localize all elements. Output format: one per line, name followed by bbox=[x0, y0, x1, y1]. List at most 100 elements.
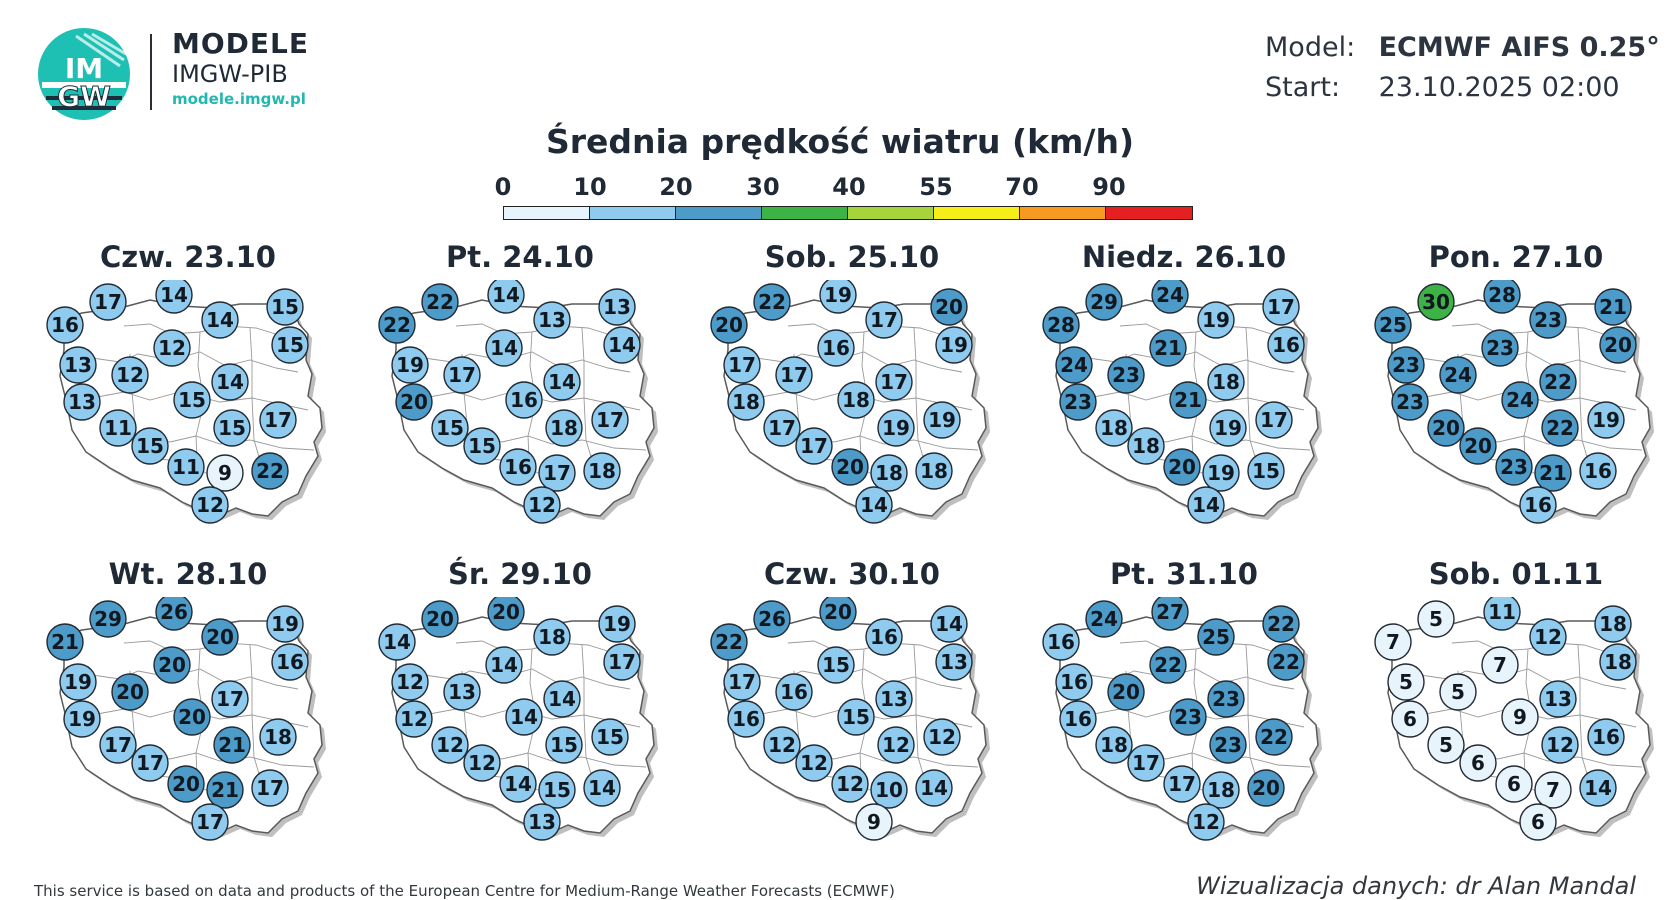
station-circle bbox=[1085, 283, 1123, 321]
station-marker: 23 bbox=[1107, 356, 1145, 394]
station-value: 14 bbox=[548, 370, 576, 394]
station-marker: 12 bbox=[431, 726, 469, 764]
station-circle bbox=[63, 383, 101, 421]
station-marker: 12 bbox=[795, 744, 833, 782]
station-circle bbox=[1374, 623, 1412, 661]
station-marker: 25 bbox=[1374, 306, 1412, 344]
station-value: 19 bbox=[1207, 461, 1235, 485]
station-value: 17 bbox=[94, 290, 122, 314]
station-value: 17 bbox=[256, 776, 284, 800]
brand-url[interactable]: modele.imgw.pl bbox=[172, 90, 306, 108]
station-marker: 7 bbox=[1481, 646, 1519, 684]
station-marker: 15 bbox=[545, 726, 583, 764]
station-circle bbox=[1107, 673, 1145, 711]
station-marker: 17 bbox=[865, 301, 903, 339]
station-marker: 12 bbox=[923, 718, 961, 756]
station-value: 20 bbox=[824, 600, 852, 624]
station-marker: 11 bbox=[99, 409, 137, 447]
station-circle bbox=[870, 454, 908, 492]
station-value: 14 bbox=[383, 630, 411, 654]
station-marker: 23 bbox=[1529, 301, 1567, 339]
station-value: 18 bbox=[920, 459, 948, 483]
station-value: 21 bbox=[1599, 295, 1627, 319]
station-marker: 15 bbox=[538, 771, 576, 809]
station-value: 14 bbox=[206, 308, 234, 332]
station-marker: 30 bbox=[1417, 283, 1455, 321]
station-marker: 20 bbox=[1247, 769, 1285, 807]
station-marker: 23 bbox=[1387, 346, 1425, 384]
station-value: 23 bbox=[1486, 336, 1514, 360]
station-value: 13 bbox=[1544, 687, 1572, 711]
station-circle bbox=[935, 643, 973, 681]
station-marker: 29 bbox=[1085, 283, 1123, 321]
station-circle bbox=[1255, 401, 1293, 439]
station-value: 20 bbox=[935, 295, 963, 319]
station-value: 29 bbox=[94, 607, 122, 631]
station-circle bbox=[421, 600, 459, 638]
region-border bbox=[1245, 327, 1263, 481]
station-marker: 21 bbox=[1534, 454, 1572, 492]
station-value: 19 bbox=[940, 333, 968, 357]
station-value: 14 bbox=[588, 776, 616, 800]
station-marker: 6 bbox=[1459, 744, 1497, 782]
station-circle bbox=[499, 448, 537, 486]
station-value: 18 bbox=[1212, 370, 1240, 394]
panel-date: Pt. 24.10 bbox=[446, 240, 594, 274]
station-value: 19 bbox=[1202, 308, 1230, 332]
station-value: 16 bbox=[1064, 707, 1092, 731]
station-value: 26 bbox=[160, 600, 188, 624]
station-marker: 16 bbox=[1579, 452, 1617, 490]
station-value: 18 bbox=[732, 390, 760, 414]
station-value: 22 bbox=[1544, 370, 1572, 394]
station-circle bbox=[1262, 605, 1300, 643]
station-circle bbox=[499, 765, 537, 803]
station-marker: 12 bbox=[191, 486, 229, 524]
station-circle bbox=[131, 744, 169, 782]
station-marker: 14 bbox=[201, 301, 239, 339]
station-circle bbox=[1059, 700, 1097, 738]
station-circle bbox=[1149, 329, 1187, 367]
station-marker: 22 bbox=[1255, 718, 1293, 756]
forecast-panel: Pon. 27.10 30 28 21 25 23 20 23 24 23 22 23 24 20 22 19… bbox=[1348, 240, 1680, 558]
station-value: 27 bbox=[1156, 600, 1184, 624]
station-marker: 14 bbox=[487, 280, 525, 314]
station-value: 14 bbox=[608, 333, 636, 357]
station-value: 19 bbox=[1592, 408, 1620, 432]
station-marker: 18 bbox=[915, 452, 953, 490]
station-value: 17 bbox=[543, 461, 571, 485]
station-value: 16 bbox=[504, 455, 532, 479]
station-value: 17 bbox=[596, 408, 624, 432]
station-marker: 17 bbox=[603, 643, 641, 681]
station-value: 22 bbox=[758, 290, 786, 314]
station-circle bbox=[837, 698, 875, 736]
station-value: 19 bbox=[603, 612, 631, 636]
station-marker: 18 bbox=[533, 618, 571, 656]
station-circle bbox=[391, 663, 429, 701]
station-circle bbox=[523, 486, 561, 524]
station-value: 6 bbox=[1507, 772, 1521, 796]
station-marker: 22 bbox=[421, 283, 459, 321]
station-marker: 17 bbox=[723, 663, 761, 701]
station-circle bbox=[1391, 700, 1429, 738]
station-circle bbox=[46, 623, 84, 661]
station-circle bbox=[603, 643, 641, 681]
legend-color-segment bbox=[934, 207, 1020, 219]
station-marker: 21 bbox=[1149, 329, 1187, 367]
station-circle bbox=[877, 726, 915, 764]
station-value: 24 bbox=[1444, 363, 1472, 387]
region-border bbox=[1577, 644, 1595, 798]
station-value: 24 bbox=[1156, 283, 1184, 307]
station-marker: 17 bbox=[775, 356, 813, 394]
station-circle bbox=[523, 803, 561, 841]
station-circle bbox=[795, 427, 833, 465]
legend-color-segment bbox=[1106, 207, 1192, 219]
station-value: 23 bbox=[1112, 363, 1140, 387]
station-value: 17 bbox=[1132, 751, 1160, 775]
station-marker: 16 bbox=[46, 306, 84, 344]
station-value: 5 bbox=[1429, 607, 1443, 631]
station-marker: 17 bbox=[89, 283, 127, 321]
station-circle bbox=[505, 381, 543, 419]
station-value: 12 bbox=[468, 751, 496, 775]
